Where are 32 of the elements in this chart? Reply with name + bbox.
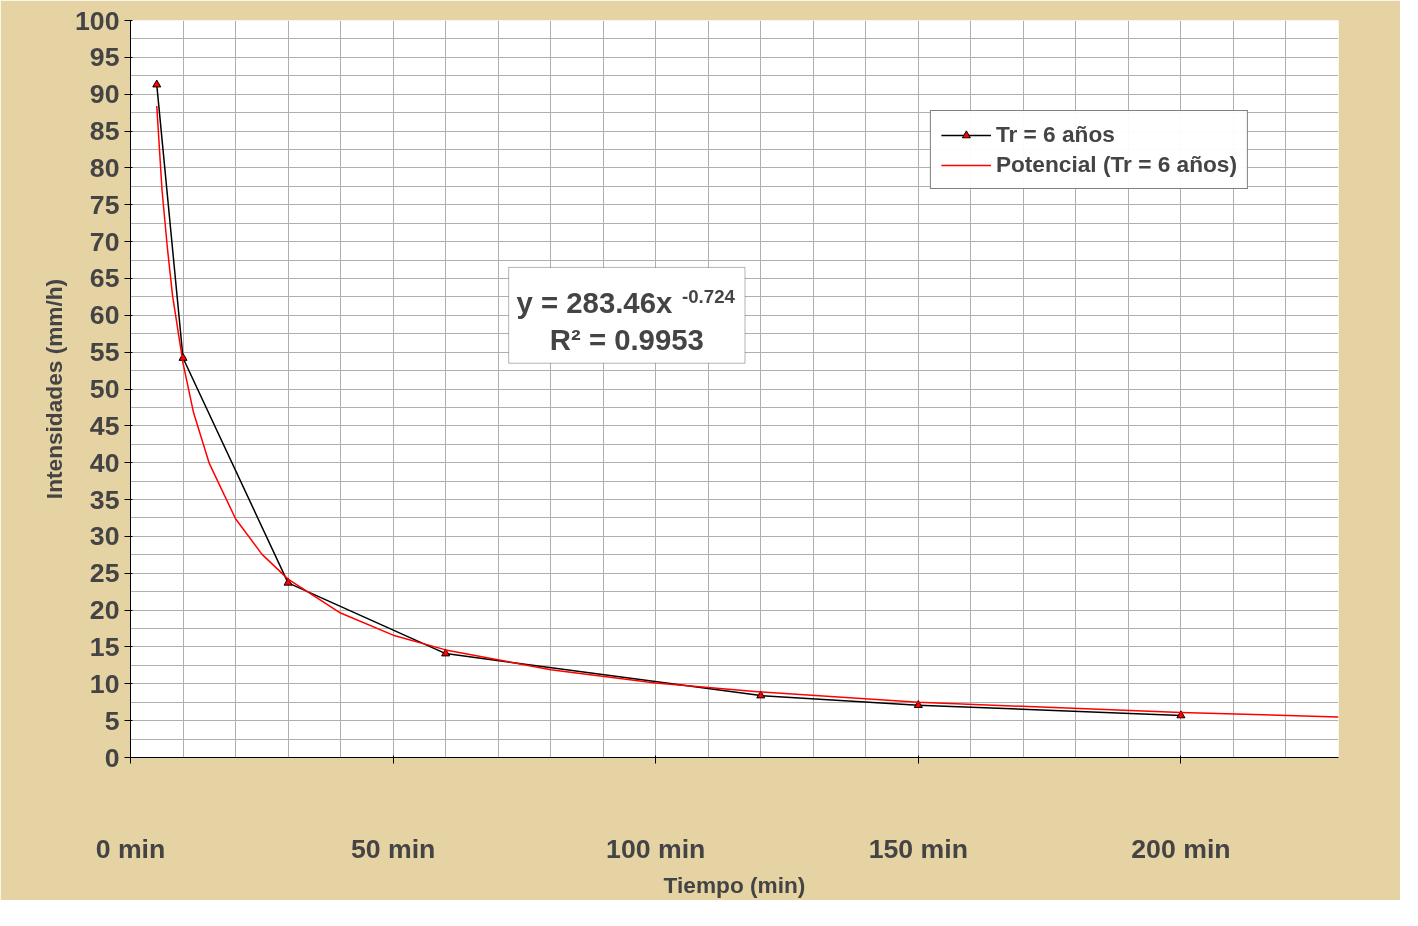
y-tick-label: 55 (89, 337, 120, 368)
x-tick-label: 0 min (95, 833, 166, 864)
y-tick-label: 40 (89, 447, 120, 478)
y-tick-label: 100 (75, 5, 120, 36)
y-tick-label: 30 (89, 521, 120, 552)
y-tick-label: 70 (89, 226, 120, 257)
y-tick-label: 15 (89, 631, 120, 662)
y-tick-label: 45 (89, 410, 120, 441)
y-tick-label: 65 (89, 263, 120, 294)
y-tick-label: 75 (89, 189, 120, 220)
x-tick-label: 50 min (350, 833, 436, 864)
y-tick-label: 85 (89, 116, 120, 147)
y-tick-label: 10 (89, 668, 120, 699)
y-tick-label: 0 (104, 742, 120, 773)
y-tick-label: 80 (89, 152, 120, 183)
legend-label: Tr = 6 años (995, 121, 1115, 148)
y-tick-label: 25 (89, 558, 120, 589)
y-tick-label: 5 (104, 705, 120, 736)
x-tick-label: 150 min (868, 833, 968, 864)
y-tick-label: 95 (89, 42, 120, 73)
legend-label: Potencial (Tr = 6 años) (995, 151, 1237, 178)
annotation: R² = 0.9953 (549, 322, 704, 356)
x-tick-label: 100 min (606, 833, 706, 864)
y-tick-label: 60 (89, 300, 120, 331)
y-axis-title: Intensidades (mm/h) (41, 278, 68, 500)
y-tick-label: 90 (89, 79, 120, 110)
x-axis-title: Tiempo (min) (663, 871, 806, 898)
x-tick-label: 200 min (1131, 833, 1231, 864)
y-tick-label: 35 (89, 484, 120, 515)
y-tick-label: 20 (89, 595, 120, 626)
y-tick-label: 50 (89, 374, 120, 404)
annotation: y = 283.46x-0.724 (516, 285, 736, 319)
